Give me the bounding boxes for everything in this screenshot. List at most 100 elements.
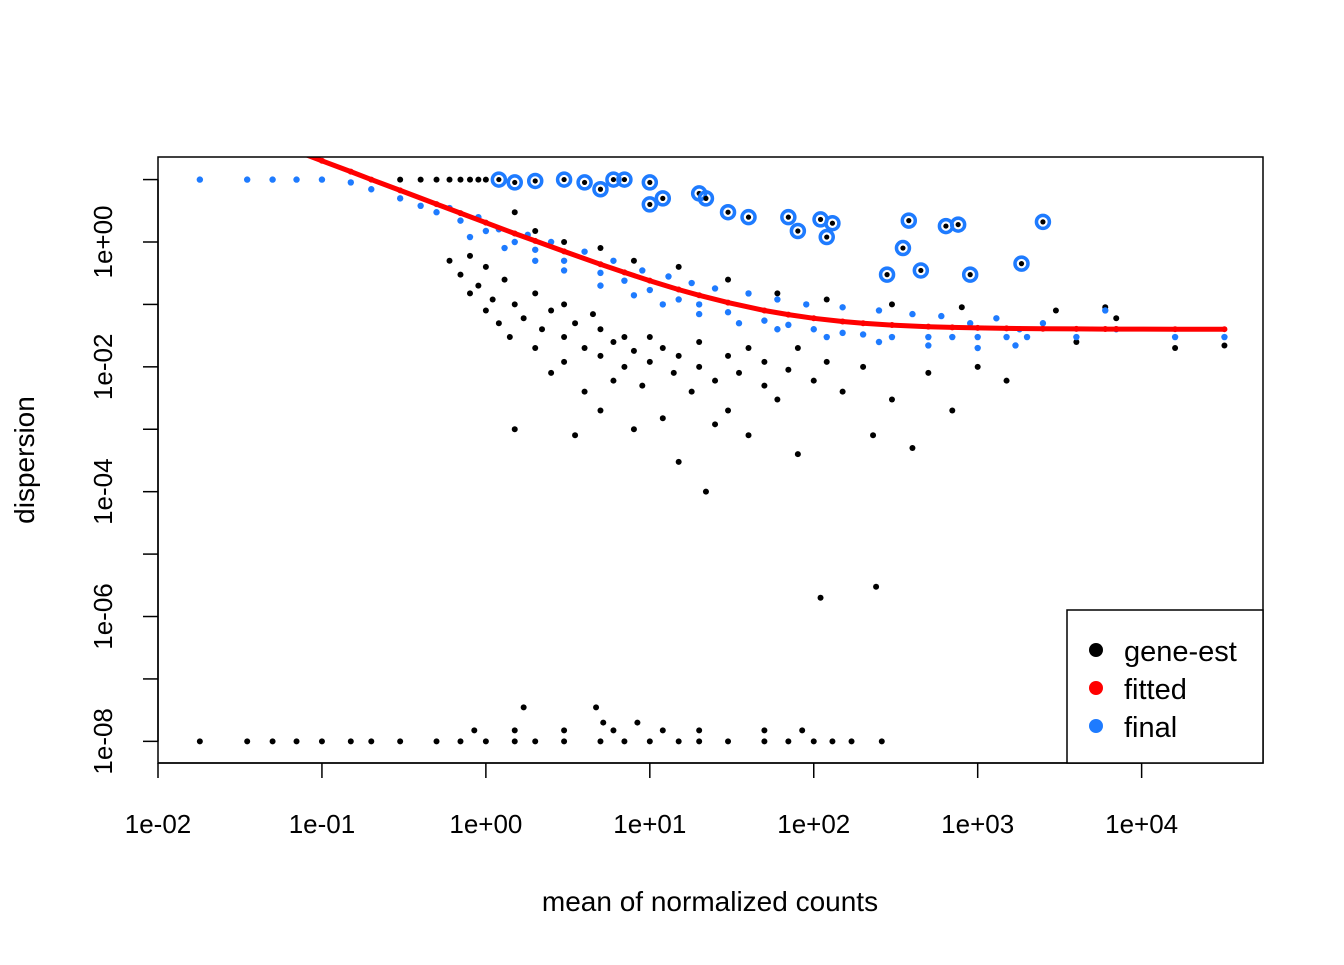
fitted-point	[949, 324, 956, 331]
final-point	[347, 179, 355, 186]
gene-est-point	[621, 334, 628, 341]
gene-est-point	[870, 432, 877, 439]
fitted-point	[696, 292, 703, 299]
final-point	[466, 233, 474, 241]
gene-est-point	[712, 377, 719, 384]
fitted-point	[511, 230, 518, 237]
outlier-gene-est-point	[824, 234, 830, 240]
final-point	[711, 285, 719, 292]
gene-est-point	[610, 338, 617, 345]
final-point	[1102, 307, 1109, 314]
gene-est-point	[532, 345, 539, 352]
gene-est-point	[196, 738, 203, 745]
outlier-gene-est-point	[1040, 219, 1046, 225]
outlier-circle	[1034, 213, 1052, 231]
x-tick-label: 1e+02	[777, 809, 850, 839]
gene-est-point	[761, 727, 768, 734]
final-point	[774, 326, 781, 333]
gene-est-point	[696, 727, 703, 734]
final-point	[482, 227, 490, 235]
gene-est-point	[597, 407, 604, 414]
final-point	[785, 321, 792, 329]
gene-est-point	[347, 738, 354, 745]
gene-est-point	[269, 738, 276, 745]
fitted-point	[839, 318, 846, 325]
outlier-circle	[1013, 255, 1030, 272]
y-axis: 1e+00 1e-02 1e-04 1e-06 1e-08	[88, 178, 159, 775]
outlier-gene-est-point	[918, 267, 924, 274]
gene-est-point	[446, 176, 453, 183]
final-point	[646, 286, 654, 294]
gene-est-point	[561, 738, 568, 745]
final-point	[888, 333, 896, 341]
gene-est-point	[1003, 377, 1010, 384]
outlier-gene-est-point	[597, 186, 604, 192]
fitted-point	[397, 187, 404, 194]
gene-est-point	[909, 445, 916, 452]
final-point	[417, 202, 424, 210]
final-point	[875, 338, 883, 346]
outlier-gene-est-point	[581, 179, 588, 186]
final-point	[560, 257, 568, 264]
x-axis-label: mean of normalized counts	[542, 886, 878, 917]
gene-est-point	[548, 369, 555, 376]
outlier-circle	[719, 203, 737, 221]
fitted-point	[1073, 325, 1080, 332]
outlier-gene-est-point	[703, 195, 709, 201]
fitted-point	[646, 277, 653, 284]
gene-est-point	[511, 209, 518, 216]
outlier-circle	[506, 174, 523, 191]
final-point	[532, 257, 539, 264]
final-point	[532, 246, 539, 253]
fitted-point	[785, 311, 792, 318]
x-tick-label: 1e+04	[1105, 809, 1178, 839]
y-axis-label: dispersion	[9, 396, 40, 524]
outlier-circle	[616, 171, 633, 188]
outlier-gene-est-point	[745, 214, 752, 220]
final-point	[909, 310, 916, 318]
gene-est-point	[725, 738, 732, 745]
fitted-point	[761, 307, 768, 314]
gene-est-point	[495, 320, 502, 327]
fitted-point	[532, 237, 539, 244]
gene-est-point	[958, 304, 965, 311]
gene-est-point	[745, 432, 752, 439]
gene-est-point	[810, 738, 817, 745]
outlier-gene-est-point	[906, 218, 912, 224]
fitted-point	[1172, 326, 1179, 333]
legend-label-fitted: fitted	[1124, 674, 1187, 706]
gene-est-point	[433, 176, 440, 183]
fitted-point	[974, 324, 981, 331]
fitted-point	[561, 248, 568, 255]
gene-est-point	[446, 257, 453, 264]
gene-est-point	[600, 719, 607, 726]
fitted-point	[1113, 326, 1120, 333]
final-point	[974, 344, 981, 352]
final-point	[581, 248, 588, 255]
gene-est-point	[696, 738, 703, 745]
gene-est-point	[506, 334, 513, 341]
outlier-circle	[949, 216, 967, 233]
outlier-circle	[789, 222, 807, 240]
gene-est-point	[810, 377, 817, 384]
gene-est-point	[561, 301, 568, 308]
outlier-gene-est-point	[532, 178, 538, 184]
gene-est-point	[659, 345, 666, 352]
final-point	[511, 238, 518, 246]
gene-est-point	[799, 727, 806, 734]
fitted-point	[860, 320, 867, 327]
gene-est-point	[457, 738, 464, 745]
gene-est-point	[572, 320, 579, 327]
gene-est-point	[482, 738, 489, 745]
gene-est-point	[829, 738, 836, 745]
gene-est-point	[501, 276, 508, 283]
gene-est-point	[581, 345, 588, 352]
final-point	[839, 329, 846, 337]
gene-est-point	[589, 311, 596, 318]
outlier-gene-est-point	[829, 220, 836, 226]
gene-est-point	[761, 358, 768, 365]
final-point	[610, 257, 617, 264]
outlier-gene-est-point	[1018, 261, 1025, 267]
gene-est-point	[318, 738, 325, 745]
gene-est-point	[736, 369, 743, 376]
